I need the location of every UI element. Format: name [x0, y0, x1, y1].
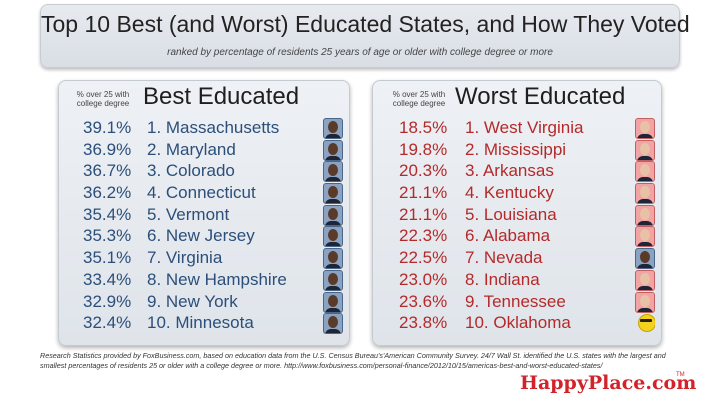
best-educated-heading: Best Educated — [143, 83, 300, 110]
sunglasses-smiley-icon — [637, 313, 655, 333]
percentage-value: 33.4% — [83, 269, 132, 289]
percentage-value: 35.4% — [83, 204, 132, 224]
list-item: 39.1% 1. Massachusetts — [59, 117, 349, 139]
state-name: 1. Massachusetts — [147, 118, 280, 137]
state-name: 3. Colorado — [147, 161, 235, 181]
source-footnote: Research Statistics provided by FoxBusin… — [40, 351, 666, 370]
title-banner: Top 10 Best (and Worst) Educated States,… — [40, 4, 690, 68]
percentage-value: 23.0% — [399, 269, 448, 289]
obama-portrait-icon — [323, 291, 343, 313]
percentage-value: 36.7% — [83, 161, 132, 181]
list-item: 23.0% 8. Indiana — [373, 269, 661, 291]
list-item: 21.1% 4. Kentucky — [373, 182, 661, 205]
romney-portrait-icon — [635, 269, 655, 291]
best-educated-list: 39.1% 1. Massachusetts 36.9% 2. Maryland 36.… — [59, 117, 349, 335]
percentage-value: 22.3% — [399, 226, 448, 246]
state-name: 8. Indiana — [465, 269, 540, 289]
list-item: 18.5% 1. West Virginia — [373, 117, 661, 139]
romney-portrait-icon — [635, 118, 655, 139]
percentage-value: 36.2% — [83, 183, 132, 203]
page-subtitle: ranked by percentage of residents 25 yea… — [167, 47, 553, 58]
state-name: 4. Kentucky — [465, 183, 554, 203]
obama-portrait-icon — [323, 183, 343, 205]
state-name: 6. New Jersey — [147, 226, 255, 246]
obama-portrait-icon — [323, 269, 343, 291]
romney-portrait-icon — [635, 183, 655, 205]
obama-portrait-icon — [323, 313, 343, 335]
best-educated-panel: % over 25 with college degree Best Educa… — [58, 80, 350, 346]
obama-portrait-icon — [323, 226, 343, 248]
obama-portrait-icon — [323, 248, 343, 270]
state-name: 7. Nevada — [465, 248, 543, 268]
page-title: Top 10 Best (and Worst) Educated States,… — [41, 11, 690, 37]
list-item: 23.6% 9. Tennessee — [373, 291, 661, 313]
percentage-value: 22.5% — [399, 248, 448, 268]
worst-educated-list: 18.5% 1. West Virginia 19.8% 2. Mississippi… — [373, 117, 661, 334]
romney-portrait-icon — [635, 161, 655, 183]
list-item: 32.4% 10. Minnesota — [59, 312, 349, 335]
state-name: 1. West Virginia — [465, 118, 584, 137]
state-name: 2. Maryland — [147, 139, 236, 159]
list-item: 22.5% 7. Nevada — [373, 247, 661, 270]
list-item: 20.3% 3. Arkansas — [373, 160, 661, 183]
state-name: 6. Alabama — [465, 226, 551, 246]
list-item: 23.8% 10. Oklahoma — [373, 312, 661, 334]
percentage-value: 36.9% — [83, 139, 132, 159]
list-item: 32.9% 9. New York — [59, 291, 349, 313]
state-name: 10. Oklahoma — [465, 313, 571, 333]
percentage-value: 39.1% — [83, 118, 132, 137]
romney-portrait-icon — [635, 291, 655, 313]
percentage-value: 35.3% — [83, 226, 132, 246]
list-item: 35.3% 6. New Jersey — [59, 225, 349, 248]
romney-portrait-icon — [635, 226, 655, 248]
list-item: 36.2% 4. Connecticut — [59, 182, 349, 205]
obama-portrait-icon — [323, 118, 343, 139]
state-name: 9. Tennessee — [465, 291, 566, 311]
percentage-value: 23.6% — [399, 291, 448, 311]
trademark-mark: TM — [676, 372, 685, 378]
percentage-value: 21.1% — [399, 183, 448, 203]
state-name: 5. Louisiana — [465, 204, 557, 224]
percentage-value: 32.4% — [83, 313, 132, 333]
list-item: 19.8% 2. Mississippi — [373, 139, 661, 161]
worst-educated-heading: Worst Educated — [455, 83, 626, 110]
percentage-value: 20.3% — [399, 161, 448, 181]
percentage-value: 19.8% — [399, 139, 448, 159]
obama-portrait-icon — [323, 204, 343, 226]
state-name: 2. Mississippi — [465, 139, 567, 159]
list-item: 22.3% 6. Alabama — [373, 225, 661, 248]
list-item: 36.7% 3. Colorado — [59, 160, 349, 183]
state-name: 10. Minnesota — [147, 313, 254, 333]
state-name: 9. New York — [147, 291, 238, 311]
obama-portrait-icon — [635, 248, 655, 270]
state-name: 4. Connecticut — [147, 183, 256, 203]
romney-portrait-icon — [635, 204, 655, 226]
obama-portrait-icon — [323, 161, 343, 183]
worst-column-note: % over 25 with college degree — [392, 90, 446, 108]
happyplace-logo: HappyPlace.com — [520, 372, 697, 394]
obama-portrait-icon — [323, 139, 343, 161]
list-item: 21.1% 5. Louisiana — [373, 204, 661, 226]
state-name: 7. Virginia — [147, 248, 223, 268]
percentage-value: 23.8% — [399, 313, 448, 333]
percentage-value: 32.9% — [83, 291, 132, 311]
percentage-value: 21.1% — [399, 204, 448, 224]
percentage-value: 35.1% — [83, 248, 132, 268]
list-item: 35.4% 5. Vermont — [59, 204, 349, 226]
best-column-note: % over 25 with college degree — [76, 90, 130, 108]
percentage-value: 18.5% — [399, 118, 448, 137]
state-name: 5. Vermont — [147, 204, 230, 224]
worst-educated-panel: % over 25 with college degree Worst Educ… — [372, 80, 662, 346]
list-item: 35.1% 7. Virginia — [59, 247, 349, 270]
state-name: 3. Arkansas — [465, 161, 554, 181]
list-item: 33.4% 8. New Hampshire — [59, 269, 349, 291]
state-name: 8. New Hampshire — [147, 269, 287, 289]
romney-portrait-icon — [635, 139, 655, 161]
list-item: 36.9% 2. Maryland — [59, 139, 349, 161]
